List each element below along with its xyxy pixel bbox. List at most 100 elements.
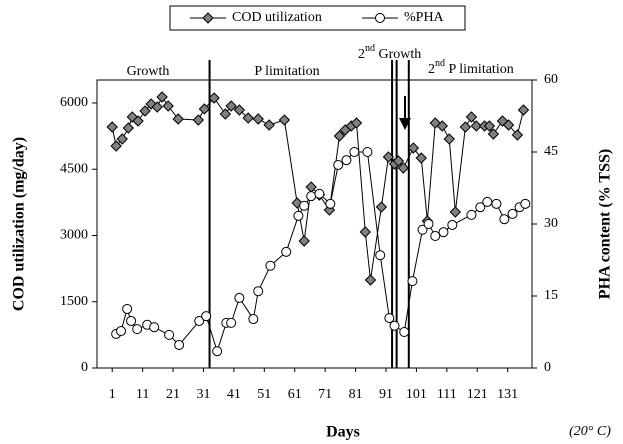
- data-point: [362, 147, 373, 157]
- y-tick-label: 6000: [60, 95, 88, 110]
- data-point: [466, 209, 477, 220]
- x-tick-label: 41: [227, 387, 241, 402]
- x-tick-label: 91: [379, 387, 393, 402]
- data-point: [333, 159, 344, 170]
- legend-marker: [202, 12, 214, 24]
- data-point: [110, 140, 122, 152]
- data-point: [156, 91, 168, 103]
- data-point: [459, 121, 472, 133]
- y-tick-label: 0: [81, 360, 88, 375]
- data-point: [359, 226, 372, 238]
- data-point: [248, 314, 259, 325]
- annotation: Growth: [127, 64, 170, 79]
- data-point: [281, 246, 292, 257]
- x-tick-label: 111: [437, 387, 457, 402]
- data-point: [438, 227, 449, 238]
- data-point: [233, 104, 246, 116]
- annotation-text: P limitation: [254, 64, 319, 79]
- data-point: [417, 224, 428, 235]
- data-point: [483, 120, 496, 132]
- x-tick-label: 101: [406, 387, 427, 402]
- x-tick-label: 71: [318, 387, 332, 402]
- data-point: [482, 196, 493, 207]
- annotation-text: P limitation: [445, 62, 514, 77]
- data-point: [164, 329, 175, 340]
- x-tick-label: 61: [288, 387, 302, 402]
- annotation-part: 2: [428, 62, 435, 77]
- data-point: [201, 311, 212, 322]
- data-point: [162, 100, 174, 112]
- data-point: [208, 92, 220, 104]
- legend-label: %PHA: [404, 10, 445, 25]
- x-tick-label: 21: [166, 387, 180, 402]
- data-point: [116, 133, 128, 145]
- annotation: 2nd Growth: [358, 43, 421, 62]
- data-point: [198, 103, 211, 115]
- y2-tick-label: 30: [544, 216, 558, 231]
- data-point: [389, 320, 400, 331]
- legend-marker: [375, 13, 385, 23]
- data-point: [298, 235, 310, 247]
- y2-tick-label: 45: [544, 144, 558, 159]
- annotation: 2nd P limitation: [428, 58, 514, 77]
- data-point: [407, 276, 418, 287]
- data-point: [194, 315, 205, 326]
- y-tick-label: 3000: [60, 228, 88, 243]
- x-tick-label: 51: [257, 387, 271, 402]
- x-tick-label: 11: [136, 387, 149, 402]
- data-point: [375, 250, 386, 261]
- data-point: [487, 128, 500, 140]
- annotation-part: 2: [358, 47, 365, 62]
- data-point: [122, 122, 135, 134]
- data-point: [350, 117, 363, 129]
- data-point: [333, 130, 346, 142]
- data-point: [349, 147, 360, 157]
- data-point: [430, 231, 441, 241]
- data-point: [242, 112, 254, 124]
- data-point: [382, 151, 395, 163]
- series-line: [111, 96, 524, 281]
- data-point: [151, 101, 163, 113]
- data-point: [436, 120, 448, 132]
- data-point: [212, 346, 223, 357]
- data-point: [470, 120, 483, 132]
- annotation: P limitation: [254, 64, 319, 79]
- data-point: [423, 219, 434, 229]
- data-point: [517, 104, 530, 116]
- y-axis-label: COD utilization (mg/day): [11, 137, 28, 311]
- data-point: [325, 198, 336, 209]
- x-axis-label: Days: [326, 424, 360, 441]
- data-point: [219, 108, 232, 120]
- x-tick-label: 131: [497, 387, 518, 402]
- y-tick-label: 4500: [60, 161, 88, 176]
- data-point: [293, 210, 304, 221]
- data-point: [511, 129, 524, 141]
- data-point: [172, 113, 184, 125]
- x-tick-label: 1: [109, 387, 116, 402]
- data-point: [520, 198, 531, 209]
- data-point: [106, 121, 118, 133]
- annotation-sup: nd: [435, 58, 445, 69]
- data-point: [364, 274, 377, 286]
- data-point: [491, 198, 502, 209]
- data-point: [122, 303, 133, 314]
- data-point: [314, 188, 325, 199]
- data-point: [499, 214, 510, 225]
- data-point: [392, 155, 405, 167]
- data-point: [447, 219, 458, 230]
- annotation-text: Growth: [375, 47, 421, 62]
- data-point: [341, 155, 352, 166]
- data-point: [139, 105, 151, 117]
- data-point: [253, 286, 264, 297]
- data-point: [265, 260, 276, 271]
- data-point: [306, 191, 317, 202]
- data-point: [226, 317, 237, 328]
- data-point: [174, 339, 185, 350]
- data-point: [132, 115, 144, 127]
- data-point: [192, 114, 205, 126]
- data-point: [263, 119, 275, 131]
- data-point: [507, 208, 518, 219]
- data-point: [116, 326, 127, 337]
- y2-tick-label: 60: [544, 72, 558, 87]
